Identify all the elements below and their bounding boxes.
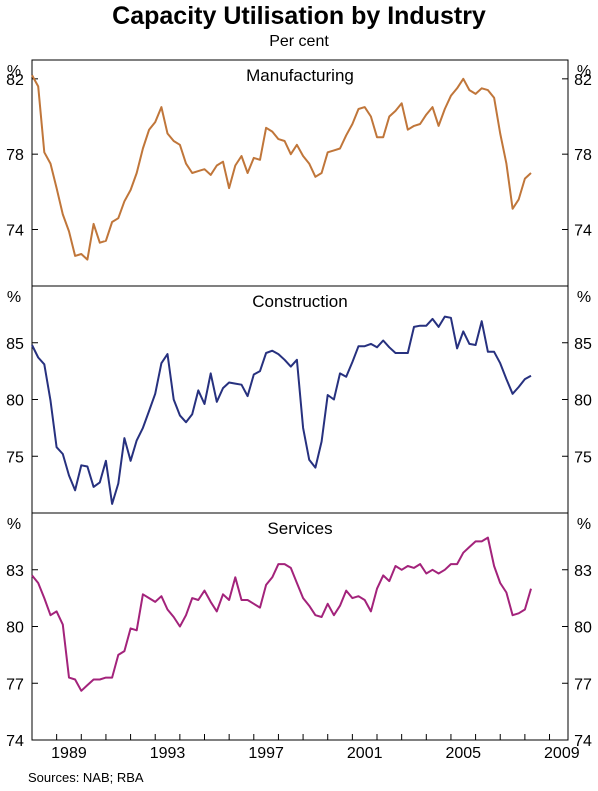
- y-tick-label-right: 75: [574, 449, 592, 466]
- panel-title: Services: [267, 519, 332, 538]
- x-axis: 1989 1993 1997 2001 2005 2009: [31, 734, 580, 762]
- y-tick-label-left: 80: [6, 393, 24, 410]
- y-unit-left: %: [7, 289, 21, 306]
- x-tick-label: 1997: [248, 745, 284, 762]
- y-tick-label-left: 74: [6, 223, 24, 240]
- y-tick-label-left: 85: [6, 336, 24, 353]
- x-tick-label: 2001: [347, 745, 383, 762]
- y-unit-left: %: [7, 516, 21, 533]
- chart-title: Capacity Utilisation by Industry: [112, 2, 486, 30]
- y-tick-label-left: 74: [6, 733, 24, 750]
- x-tick-label: 2009: [544, 745, 580, 762]
- y-tick-label-right: 80: [574, 620, 592, 637]
- y-tick-label-right: 78: [574, 147, 592, 164]
- y-unit-right: %: [577, 289, 591, 306]
- y-tick-label-right: 74: [574, 223, 592, 240]
- panel-manufacturing: % % 74 74 78 78 82 82 Manufacturing: [6, 63, 592, 261]
- chart-subtitle: Per cent: [269, 33, 329, 50]
- y-unit-right: %: [577, 516, 591, 533]
- panel-construction: % % 75 75 80 80 85 85 Construction: [6, 289, 592, 505]
- y-tick-label-left: 80: [6, 620, 24, 637]
- y-tick-label-left: 78: [6, 147, 24, 164]
- y-tick-label-left: 75: [6, 449, 24, 466]
- panel-title: Manufacturing: [246, 66, 354, 85]
- x-tick-label: 2005: [445, 745, 481, 762]
- chart-panels: % % 74 74 78 78 82 82 Manufacturing% % 75 75 80 80 85 8…: [6, 63, 592, 750]
- panel-title: Construction: [252, 292, 347, 311]
- y-tick-label-left: 77: [6, 676, 24, 693]
- source-note: Sources: NAB; RBA: [28, 770, 144, 785]
- y-tick-label-right: 83: [574, 563, 592, 580]
- y-tick-label-right: 74: [574, 733, 592, 750]
- series-line-services: [31, 536, 532, 692]
- y-tick-label-left: 82: [6, 72, 24, 89]
- y-tick-label-right: 77: [574, 676, 592, 693]
- x-tick-label: 1993: [150, 745, 186, 762]
- x-tick-label: 1989: [51, 745, 87, 762]
- panel-services: % % 74 74 77 77 80 80 83 83 Services: [6, 516, 592, 750]
- series-line-construction: [31, 315, 532, 505]
- y-unit-left: %: [7, 63, 21, 80]
- y-tick-label-right: 82: [574, 72, 592, 89]
- y-tick-label-right: 85: [574, 336, 592, 353]
- y-unit-right: %: [577, 63, 591, 80]
- series-line-manufacturing: [31, 74, 532, 261]
- y-tick-label-left: 83: [6, 563, 24, 580]
- y-tick-label-right: 80: [574, 393, 592, 410]
